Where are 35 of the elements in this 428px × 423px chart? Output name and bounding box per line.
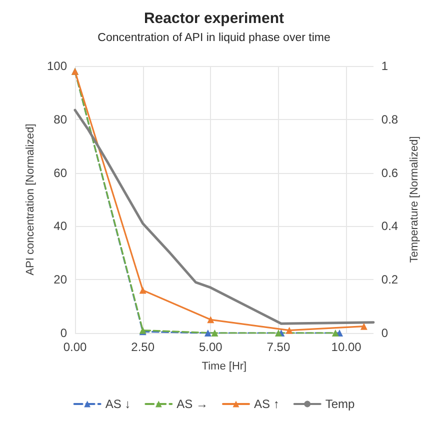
y2-tick-label: 0.4 — [381, 219, 398, 234]
point — [274, 330, 282, 336]
y-tick-label: 100 — [46, 59, 68, 73]
y-tick-label: 80 — [54, 112, 68, 126]
point — [207, 316, 214, 324]
chart-title: Reactor experiment — [144, 10, 284, 27]
x-tick-label: 0.00 — [63, 340, 87, 354]
x-tick-label: 7.50 — [266, 340, 290, 354]
legend-label: AS → — [176, 397, 208, 411]
y2-axis-title: Temperature [Normalized] — [408, 136, 420, 263]
point — [332, 330, 339, 336]
legend-label: AS ↓ — [105, 397, 131, 411]
chart-subtitle: Concentration of API in liquid phase over time — [98, 32, 330, 44]
y-tick-label: 40 — [54, 219, 68, 234]
x-tick-label: 10.00 — [331, 340, 362, 354]
point — [286, 326, 293, 334]
point — [204, 330, 212, 336]
x-axis-title: Time [Hr] — [202, 360, 247, 372]
y-tick-label: 20 — [54, 272, 68, 287]
line-series — [74, 108, 375, 325]
y-tick-label: 0 — [60, 326, 68, 340]
y-axis-title: API concentration [Normalized] — [24, 124, 37, 276]
y2-tick-label: 1 — [381, 59, 388, 73]
point — [211, 330, 218, 336]
legend-label: Temp — [325, 397, 356, 411]
y-tick-label: 60 — [54, 166, 68, 180]
y2-tick-label: 0.2 — [381, 272, 398, 287]
legend-label: AS ↑ — [254, 397, 280, 411]
y2-tick-label: 0.6 — [381, 166, 398, 180]
y2-tick-label: 0 — [381, 326, 388, 340]
y2-tick-label: 0.8 — [381, 112, 398, 126]
x-tick-label: 2.50 — [131, 340, 155, 354]
point — [360, 322, 368, 330]
point — [139, 286, 146, 294]
x-tick-label: 5.00 — [198, 340, 223, 354]
